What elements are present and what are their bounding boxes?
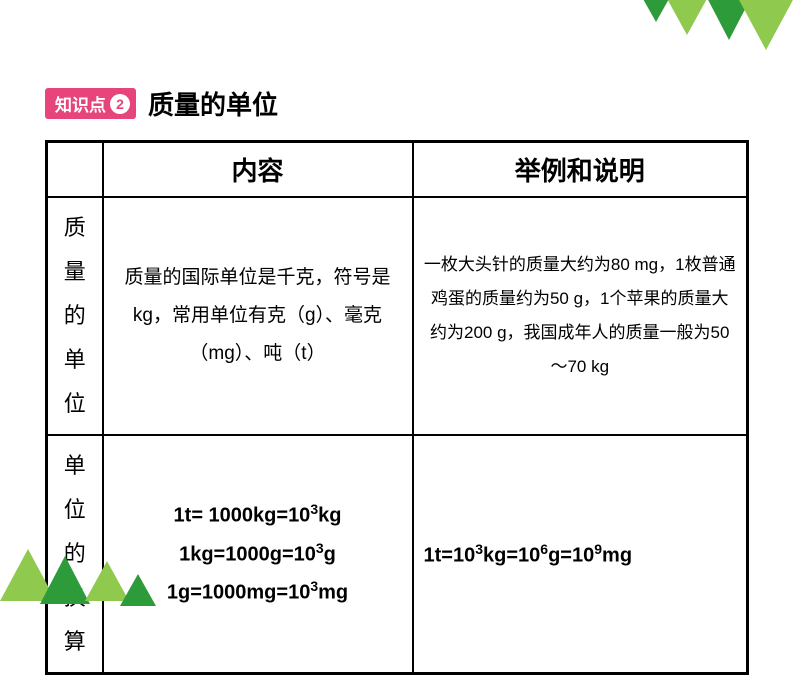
triangle-decoration (738, 0, 794, 50)
tree-decoration (120, 574, 156, 606)
table-header-row: 内容 举例和说明 (47, 142, 748, 198)
header-row: 知识点 2 质量的单位 (45, 85, 749, 122)
mass-unit-content: 质量的国际单位是千克，符号是kg，常用单位有克（g）、毫克（mg）、吨（t） (103, 197, 413, 435)
triangle-decoration (665, 0, 709, 35)
table-row: 质量的单位 质量的国际单位是千克，符号是kg，常用单位有克（g）、毫克（mg）、… (47, 197, 748, 435)
decoration-top (614, 0, 794, 50)
knowledge-point-badge: 知识点 2 (45, 88, 136, 119)
decoration-bottom (0, 536, 200, 596)
section-title: 质量的单位 (148, 85, 278, 122)
content-header: 内容 (103, 142, 413, 198)
badge-number: 2 (110, 94, 130, 114)
conversion-result: 1t=103kg=106g=109mg (413, 435, 748, 674)
conversion-line: 1t= 1000kg=103kg (114, 496, 402, 535)
row-label-mass-unit: 质量的单位 (47, 197, 103, 435)
empty-corner-cell (47, 142, 103, 198)
tree-decoration (40, 556, 90, 604)
mass-unit-example: 一枚大头针的质量大约为80 mg，1枚普通鸡蛋的质量约为50 g，1个苹果的质量… (413, 197, 748, 435)
example-header: 举例和说明 (413, 142, 748, 198)
badge-text: 知识点 (55, 91, 106, 116)
